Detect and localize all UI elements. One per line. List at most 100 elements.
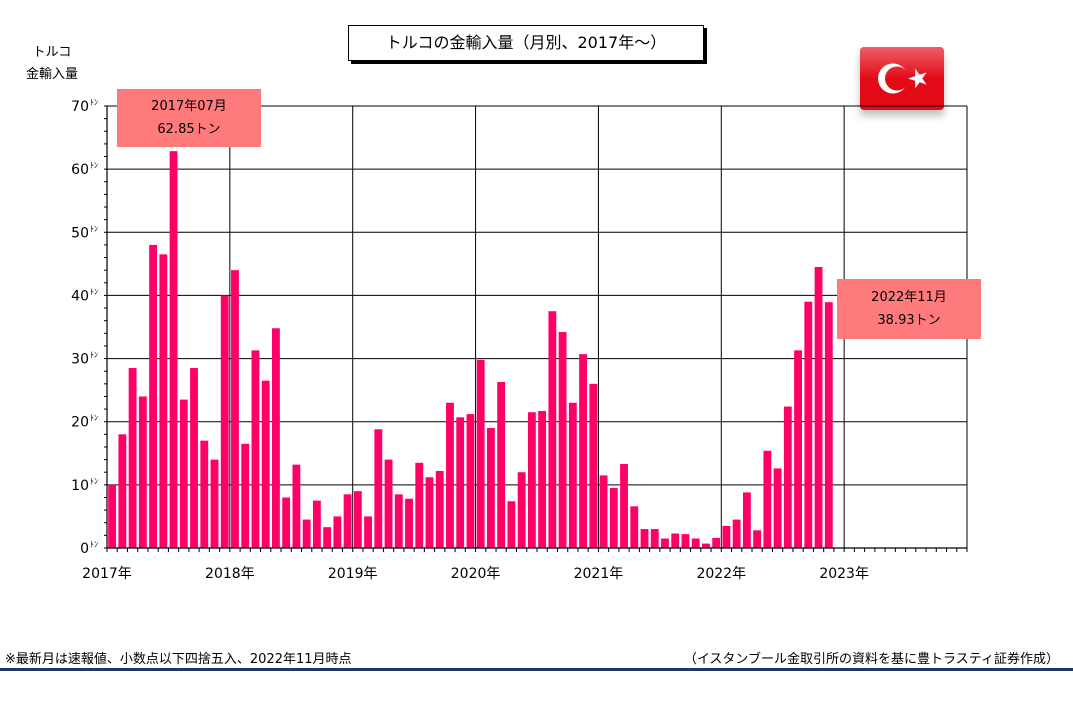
source-note: （イスタンブール金取引所の資料を基に豊トラスティ証券作成） [683,652,1059,667]
y-tick-unit: ﾄﾝ [90,287,98,296]
bar [814,267,823,548]
bar [384,459,393,548]
bar [558,332,567,548]
chart-title: トルコの金輸入量（月別、2017年～） [348,25,704,61]
bar [579,354,587,548]
y-tick-unit: ﾄﾝ [90,351,98,360]
y-tick-label: 50 [71,225,89,241]
bar [364,516,372,548]
bar [128,368,137,548]
bar [538,410,547,548]
y-tick-label: 70 [71,99,89,115]
y-tick-unit: ﾄﾝ [90,414,98,423]
bar [568,402,577,548]
bar [722,525,731,548]
bar [333,516,342,548]
bar [824,302,833,548]
x-tick-label: 2018年 [205,566,255,582]
y-tick-label: 30 [71,352,89,368]
bar [272,328,280,548]
annotation-peak-date: 2017年07月 [151,99,227,114]
bar [661,538,669,548]
y-axis-label-line1: トルコ [32,45,72,60]
bar [548,311,557,548]
bar [507,501,516,548]
bar [527,412,536,548]
bar [292,464,301,548]
annotation-peak: 2017年07月 62.85トン [117,89,261,147]
bar [302,519,311,548]
x-tick-label: 2017年 [82,566,132,582]
bar [589,383,598,548]
bar [732,519,741,548]
bar [220,295,229,548]
bar [640,529,649,548]
bar [251,350,260,548]
bar [681,534,690,548]
footnote: ※最新月は速報値、小数点以下四捨五入、2022年11月時点 [5,652,352,667]
bar [753,530,762,548]
bar [497,381,506,548]
bar [169,151,178,548]
bar [312,500,321,548]
bar [456,417,465,548]
bar [517,472,526,548]
bar [794,350,802,548]
y-tick-label: 60 [71,162,89,178]
bar [394,494,403,548]
bar [415,462,424,548]
y-tick-label: 20 [71,415,89,431]
bar [149,244,157,548]
bar [138,396,147,548]
annotation-latest-value: 38.93トン [877,313,941,328]
turkey-flag-icon [860,47,944,110]
bar [466,414,475,548]
bar [374,429,383,548]
annotation-peak-value: 62.85トン [157,122,221,137]
bar [353,491,362,548]
bar [763,450,772,548]
bar [282,497,291,548]
bar [118,434,127,548]
bar [179,399,188,548]
bar [650,529,659,548]
x-tick-label: 2023年 [819,566,869,582]
annotation-latest-date: 2022年11月 [871,290,947,305]
bar [702,543,710,548]
bar [742,492,751,548]
bar [231,270,239,548]
bar [190,368,198,548]
bar [323,527,332,548]
bar [405,498,413,548]
bar [261,380,270,548]
y-tick-unit: ﾄﾝ [90,224,98,233]
bar [630,506,639,548]
bar [343,494,352,548]
y-tick-unit: ﾄﾝ [90,477,98,486]
bar [108,484,117,548]
bar [671,533,680,548]
annotation-latest: 2022年11月 38.93トン [837,279,981,339]
bar [476,359,485,548]
bar [599,475,608,548]
y-tick-label: 0 [80,541,89,557]
y-tick-unit: ﾄﾝ [90,98,98,107]
bar [620,464,628,548]
bar [435,470,444,548]
bar [712,537,721,548]
x-tick-label: 2019年 [328,566,378,582]
bar [241,443,250,548]
x-tick-label: 2021年 [574,566,624,582]
x-tick-label: 2022年 [696,566,746,582]
y-tick-label: 40 [71,288,89,304]
bar [210,459,219,548]
bar [609,488,618,548]
y-axis-label: トルコ 金輸入量 [20,42,84,86]
bar [691,538,700,548]
y-tick-unit: ﾄﾝ [90,161,98,170]
bottom-rule [0,668,1073,671]
y-tick-label: 10 [71,478,89,494]
bar [446,402,454,548]
x-tick-label: 2020年 [451,566,501,582]
